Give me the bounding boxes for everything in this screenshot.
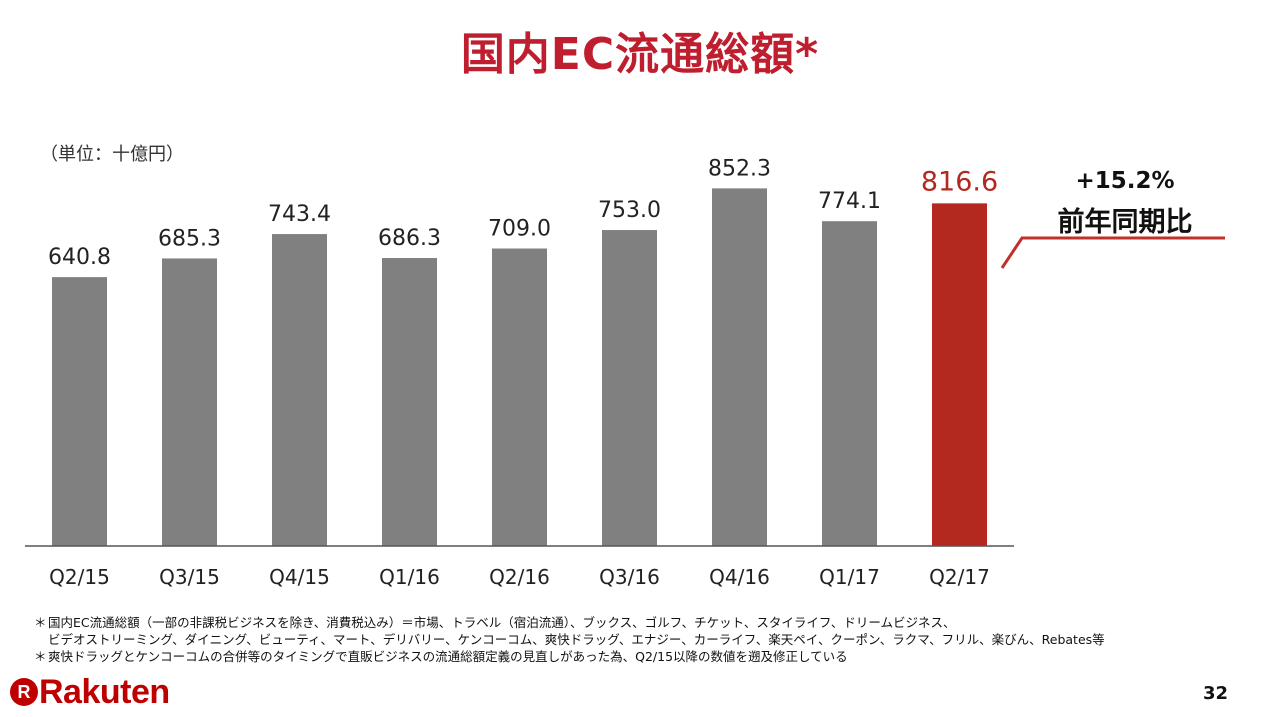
- footnote-mark: ＊: [34, 615, 47, 630]
- footnote-text: ビデオストリーミング、ダイニング、ビューティ、マート、デリバリー、ケンコーコム、…: [48, 632, 1105, 647]
- rakuten-logo: R Rakuten: [10, 672, 170, 712]
- bar: [932, 203, 987, 546]
- footnote-2: ビデオストリーミング、ダイニング、ビューティ、マート、デリバリー、ケンコーコム、…: [34, 631, 1264, 648]
- bar: [162, 258, 217, 546]
- bar: [52, 277, 107, 546]
- x-tick-label: Q3/16: [599, 565, 660, 589]
- x-tick-label: Q2/17: [929, 565, 990, 589]
- x-tick-label: Q2/16: [489, 565, 550, 589]
- footnotes: ＊国内EC流通総額（一部の非課税ビジネスを除き、消費税込み）＝市場、トラベル（宿…: [34, 614, 1264, 665]
- bar: [492, 248, 547, 546]
- data-label: 774.1: [818, 189, 881, 214]
- growth-connector-line: [1000, 236, 1225, 269]
- footnote-3: ＊爽快ドラッグとケンコーコムの合併等のタイミングで直販ビジネスの流通総額定義の見…: [34, 648, 1264, 665]
- footnote-1: ＊国内EC流通総額（一部の非課税ビジネスを除き、消費税込み）＝市場、トラベル（宿…: [34, 614, 1264, 631]
- page-number: 32: [1202, 683, 1228, 704]
- footnote-text: 爽快ドラッグとケンコーコムの合併等のタイミングで直販ビジネスの流通総額定義の見直…: [48, 649, 848, 664]
- rakuten-logo-text: Rakuten: [39, 672, 170, 711]
- data-label: 640.8: [48, 245, 111, 270]
- bar: [272, 234, 327, 546]
- unit-label: （単位：十億円）: [40, 144, 184, 165]
- data-label: 743.4: [268, 202, 331, 227]
- x-tick-label: Q4/15: [269, 565, 330, 589]
- data-label: 816.6: [921, 166, 998, 197]
- data-label: 753.0: [598, 198, 661, 223]
- x-tick-label: Q1/17: [819, 565, 880, 589]
- x-tick-label: Q2/15: [49, 565, 110, 589]
- bar: [602, 230, 657, 546]
- data-label: 852.3: [708, 156, 771, 181]
- bar: [822, 221, 877, 547]
- x-tick-label: Q1/16: [379, 565, 440, 589]
- data-label: 709.0: [488, 217, 551, 242]
- bar: [712, 188, 767, 546]
- footnote-text: 国内EC流通総額（一部の非課税ビジネスを除き、消費税込み）＝市場、トラベル（宿泊…: [48, 615, 956, 630]
- data-label: 685.3: [158, 226, 221, 251]
- x-tick-label: Q4/16: [709, 565, 770, 589]
- page-title: 国内EC流通総額*: [460, 29, 820, 80]
- x-tick-label: Q3/15: [159, 565, 220, 589]
- bar: [382, 258, 437, 546]
- bar-chart: 640.8 Q2/15 685.3 Q3/15 743.4 Q4/15 686.3 Q1/16…: [25, 156, 1225, 589]
- rakuten-logo-icon: R: [10, 678, 38, 706]
- footnote-mark: ＊: [34, 649, 47, 664]
- data-label: 686.3: [378, 226, 441, 251]
- growth-percentage: +15.2%: [1075, 168, 1175, 194]
- growth-label: 前年同期比: [1057, 207, 1193, 238]
